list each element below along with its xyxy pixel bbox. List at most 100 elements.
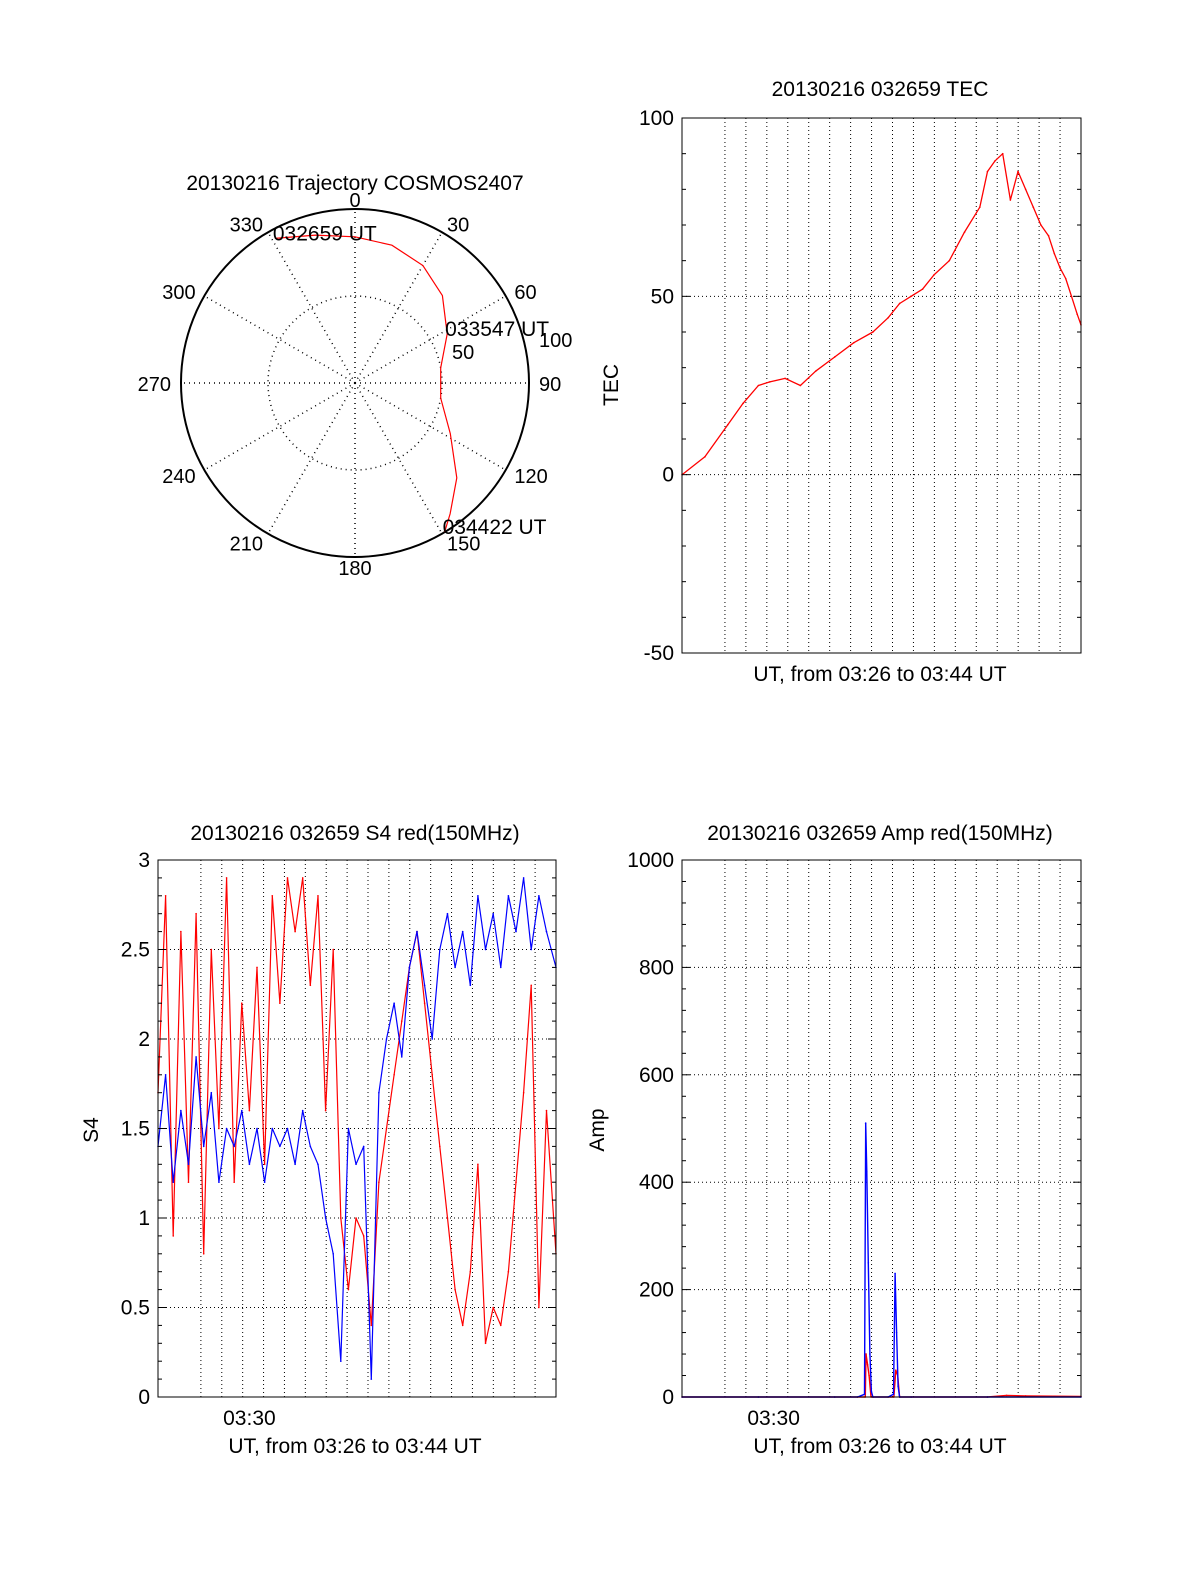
s4-point-blue: [469, 984, 472, 987]
s4-point-blue: [416, 930, 418, 933]
tec-point-red: [1070, 295, 1073, 298]
s4-point-red: [378, 1181, 380, 1183]
tec-point-red: [1017, 170, 1019, 173]
s4-xlabel: UT, from 03:26 to 03:44 UT: [228, 1435, 481, 1458]
s4-point-blue: [248, 1163, 251, 1166]
s4-point-blue: [256, 1127, 258, 1130]
s4-point-red: [340, 1217, 342, 1219]
s4-point-blue: [362, 1145, 365, 1148]
s4-point-red: [309, 984, 312, 987]
s4-point-red: [439, 1145, 441, 1148]
polar-azimuth-label: 300: [162, 282, 195, 304]
s4-point-blue: [332, 1253, 334, 1255]
s4-xtick-label: 03:30: [223, 1407, 276, 1430]
tec-point-red: [1001, 152, 1004, 155]
s4-point-red: [385, 1127, 388, 1130]
s4-series: [157, 877, 557, 1380]
tec-point-red: [853, 341, 855, 344]
tec-y-ticks: -50 0 50 100: [639, 107, 1081, 665]
s4-point-blue: [492, 912, 494, 915]
s4-point-blue: [385, 1038, 388, 1040]
tec-point-red: [933, 274, 935, 276]
s4-point-red: [225, 877, 228, 879]
tec-point-red: [727, 423, 729, 426]
s4-point-red: [324, 1109, 327, 1112]
polar-spoke: [354, 295, 507, 384]
s4-y-ticks: 0 0.5 1 1.5 2 2.5 3: [121, 849, 556, 1409]
amp-y-ticks: 0 200 400 600 800 1000: [627, 849, 1081, 1409]
s4-point-red: [530, 984, 533, 987]
amp-xlabel: UT, from 03:26 to 03:44 UT: [753, 1435, 1006, 1458]
s4-point-blue: [210, 1091, 213, 1094]
tec-ytick-label: 100: [639, 107, 674, 130]
polar-trajectory-line: [274, 234, 458, 533]
s4-point-blue: [530, 948, 533, 951]
s4-ytick-label: 3: [138, 849, 150, 872]
s4-point-blue: [309, 1145, 312, 1148]
s4-series-red: [157, 877, 557, 1344]
tec-point-red: [1009, 199, 1012, 201]
tec-point-red: [887, 316, 889, 319]
tec-point-red: [872, 331, 874, 333]
polar-time-annotation: 032659 UT: [273, 222, 377, 245]
s4-point-red: [187, 1181, 190, 1183]
s4-ytick-label: 2: [138, 1028, 150, 1051]
s4-point-blue: [454, 966, 456, 969]
amp-point-red: [865, 1353, 867, 1355]
s4-point-blue: [370, 1378, 373, 1380]
tec-point-red: [1047, 234, 1050, 237]
s4-point-red: [233, 1181, 235, 1183]
tec-point-red: [1059, 267, 1061, 269]
tec-ytick-label: 50: [651, 285, 674, 308]
polar-azimuth-label: 330: [230, 215, 263, 237]
amp-point-blue: [869, 1353, 871, 1355]
s4-point-blue: [279, 1145, 281, 1148]
amp-series-blue: [682, 1122, 1081, 1398]
tec-point-red: [1024, 188, 1027, 191]
amp-point-blue: [863, 1393, 866, 1396]
s4-point-red: [347, 1288, 350, 1291]
tec-point-red: [921, 288, 924, 291]
s4-point-blue: [499, 966, 502, 969]
s4-point-blue: [461, 930, 464, 933]
amp-point-blue: [897, 1385, 899, 1388]
polar-spoke: [267, 382, 356, 535]
s4-point-red: [469, 1270, 472, 1273]
tec-point-red: [1040, 224, 1042, 226]
polar-outer-circle: [180, 208, 530, 558]
amp-point-blue: [894, 1272, 896, 1275]
s4-point-red: [271, 895, 274, 897]
amp-point-blue: [870, 1390, 873, 1393]
amp-grid: [682, 859, 1081, 1398]
polar-azimuth-label: 270: [138, 374, 171, 396]
polar-azimuth-label: 30: [447, 215, 469, 237]
s4-ytick-label: 1: [138, 1207, 150, 1230]
s4-point-red: [477, 1163, 479, 1166]
s4-point-blue: [423, 984, 426, 987]
s4-point-red: [355, 1217, 357, 1219]
tec-point-red: [784, 377, 786, 380]
amp-xtick-label: 03:30: [747, 1407, 800, 1430]
s4-point-red: [400, 1020, 403, 1022]
tec-point-red: [910, 295, 912, 298]
s4-point-blue: [324, 1217, 327, 1219]
tec-ytick-label: -50: [644, 642, 674, 665]
s4-point-red: [172, 1235, 175, 1237]
amp-point-blue: [864, 1122, 867, 1124]
polar-spoke: [354, 382, 507, 471]
amp-chart-panel: 20130216 032659 Amp red(150MHz) 0 200 400 6…: [586, 822, 1082, 1458]
polar-time-annotation: 033547 UT: [445, 318, 549, 341]
amp-ytick-label: 200: [639, 1279, 674, 1302]
s4-point-blue: [477, 895, 479, 897]
s4-point-blue: [347, 1127, 350, 1130]
s4-title: 20130216 032659 S4 red(150MHz): [190, 822, 519, 845]
amp-title: 20130216 032659 Amp red(150MHz): [707, 822, 1053, 845]
s4-point-blue: [225, 1127, 228, 1130]
polar-azimuth-label: 150: [447, 533, 480, 555]
amp-point-blue: [866, 1170, 868, 1173]
s4-point-blue: [400, 1056, 403, 1058]
s4-point-blue: [233, 1145, 235, 1148]
s4-point-blue: [218, 1181, 220, 1183]
s4-ylabel: S4: [80, 1117, 103, 1143]
